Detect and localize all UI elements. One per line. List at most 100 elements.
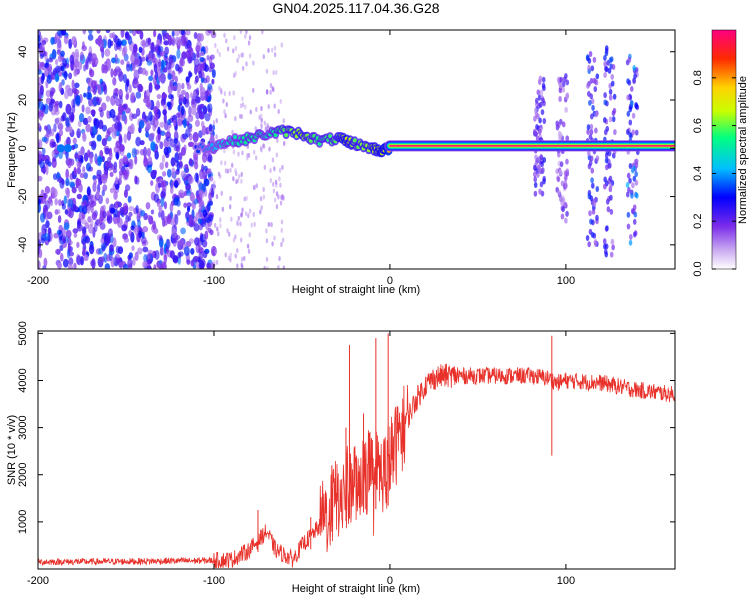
spectrogram-cell xyxy=(604,152,609,159)
spectrogram-cell xyxy=(263,265,266,269)
spectrogram-cell xyxy=(280,241,283,247)
spectrogram-cell xyxy=(249,109,252,115)
spectrogram-cell xyxy=(150,180,154,187)
spectrogram-cell xyxy=(123,133,128,144)
spectrogram-cell xyxy=(280,227,283,233)
spectrogram-cell xyxy=(631,182,635,189)
spectrogram-cell xyxy=(123,189,128,198)
spectrogram-x-tick-label: -100 xyxy=(203,275,225,287)
spectrogram-cell xyxy=(204,94,208,102)
spectrogram-cell xyxy=(117,148,122,155)
spectrogram-cell xyxy=(44,185,51,194)
spectrogram-cell xyxy=(82,131,86,140)
spectrogram-cell xyxy=(275,152,279,158)
spectrogram-cell xyxy=(52,173,58,180)
spectrogram-cell xyxy=(38,30,41,38)
spectrogram-cell xyxy=(533,190,538,197)
spectrogram-cell xyxy=(156,39,161,45)
spectrogram-cell xyxy=(97,155,102,167)
spectrogram-cell xyxy=(54,73,60,83)
spectrogram-cell xyxy=(38,150,43,160)
spectrogram-cell xyxy=(540,161,544,168)
spectrogram-cell xyxy=(69,172,74,181)
spectrogram-cell xyxy=(589,195,594,202)
spectrogram-cell xyxy=(542,178,546,185)
spectrogram-cell xyxy=(145,102,151,108)
spectrogram-cell xyxy=(591,208,596,215)
spectrogram-cell xyxy=(92,85,97,96)
spectrogram-cell xyxy=(98,119,104,130)
spectrogram-cell xyxy=(241,65,245,71)
spectrogram-cell xyxy=(90,109,96,116)
spectrogram-cell xyxy=(67,198,74,208)
spectrogram-cell xyxy=(209,62,215,70)
spectrogram-cell xyxy=(125,63,131,72)
snr-x-tick-label: 0 xyxy=(387,575,393,587)
spectrogram-cell xyxy=(209,229,214,236)
spectrogram-cell xyxy=(153,30,157,38)
spectrogram-cell xyxy=(98,96,103,103)
spectrogram-cell xyxy=(183,37,188,47)
spectrogram-cell xyxy=(178,94,185,102)
spectrogram-cell xyxy=(47,227,52,235)
spectrogram-cell xyxy=(182,133,188,140)
spectrogram-cell xyxy=(102,204,106,212)
spectrogram-cell xyxy=(244,104,247,110)
spectrogram-cell xyxy=(212,120,216,126)
spectrogram-cell xyxy=(260,122,263,128)
spectrogram-cell xyxy=(167,213,172,220)
spectrogram-y-tick-label: 0 xyxy=(17,145,29,151)
spectrogram-cell xyxy=(254,155,258,161)
spectrogram-cell xyxy=(106,210,111,219)
spectrogram-cell xyxy=(51,188,58,199)
spectrogram-cell xyxy=(206,54,210,61)
spectrogram-cell xyxy=(158,58,162,68)
spectrogram-cell xyxy=(145,95,150,103)
spectrogram-cell xyxy=(91,211,98,221)
spectrogram-cell xyxy=(595,73,600,80)
spectrogram-cell xyxy=(629,85,634,92)
spectrogram-cell xyxy=(106,110,110,119)
spectrogram-cell xyxy=(127,215,132,222)
spectrogram-cell xyxy=(239,30,243,34)
spectrogram-cell xyxy=(68,72,73,80)
spectrogram-cell xyxy=(83,199,88,206)
spectrogram-cell xyxy=(537,128,542,135)
spectrogram-cell xyxy=(213,186,216,192)
spectrogram-cell xyxy=(103,252,108,263)
spectrogram-cell xyxy=(144,260,148,269)
spectrogram-cell xyxy=(42,192,48,199)
spectrogram-cell xyxy=(245,195,248,201)
spectrogram-cell xyxy=(55,117,62,126)
spectrogram-cell xyxy=(604,157,609,164)
spectrogram-cell xyxy=(565,92,570,99)
spectrogram-cell xyxy=(38,260,41,269)
spectrogram-cell xyxy=(161,171,167,177)
spectrogram-cell xyxy=(593,240,598,247)
spectrogram-cell xyxy=(220,160,223,166)
spectrogram-cell xyxy=(269,83,273,89)
spectrogram-cell xyxy=(141,231,145,239)
spectrogram-cell xyxy=(87,85,91,92)
spectrogram-cell xyxy=(602,238,607,245)
spectrogram-cell xyxy=(224,113,227,119)
spectrogram-cell xyxy=(62,258,69,268)
spectrogram-cell xyxy=(625,182,630,189)
spectrogram-cell xyxy=(284,133,289,138)
spectrogram-cell xyxy=(271,157,275,163)
spectrogram-cell xyxy=(608,94,613,101)
spectrogram-cell xyxy=(120,59,125,65)
spectrogram-cell xyxy=(564,73,568,80)
spectrogram-cell xyxy=(163,146,169,156)
spectrogram-cell xyxy=(265,68,269,74)
spectrogram-cell xyxy=(134,251,139,261)
spectrogram-cell xyxy=(589,93,594,100)
spectrogram-cell xyxy=(628,119,633,126)
spectrogram-cell xyxy=(557,189,561,196)
spectrogram-cell xyxy=(171,228,177,239)
spectrogram-cell xyxy=(177,105,181,112)
spectrogram-cell xyxy=(273,235,276,241)
spectrogram-cell xyxy=(43,257,47,267)
spectrogram-cell xyxy=(213,259,216,265)
spectrogram-cell xyxy=(534,111,539,118)
